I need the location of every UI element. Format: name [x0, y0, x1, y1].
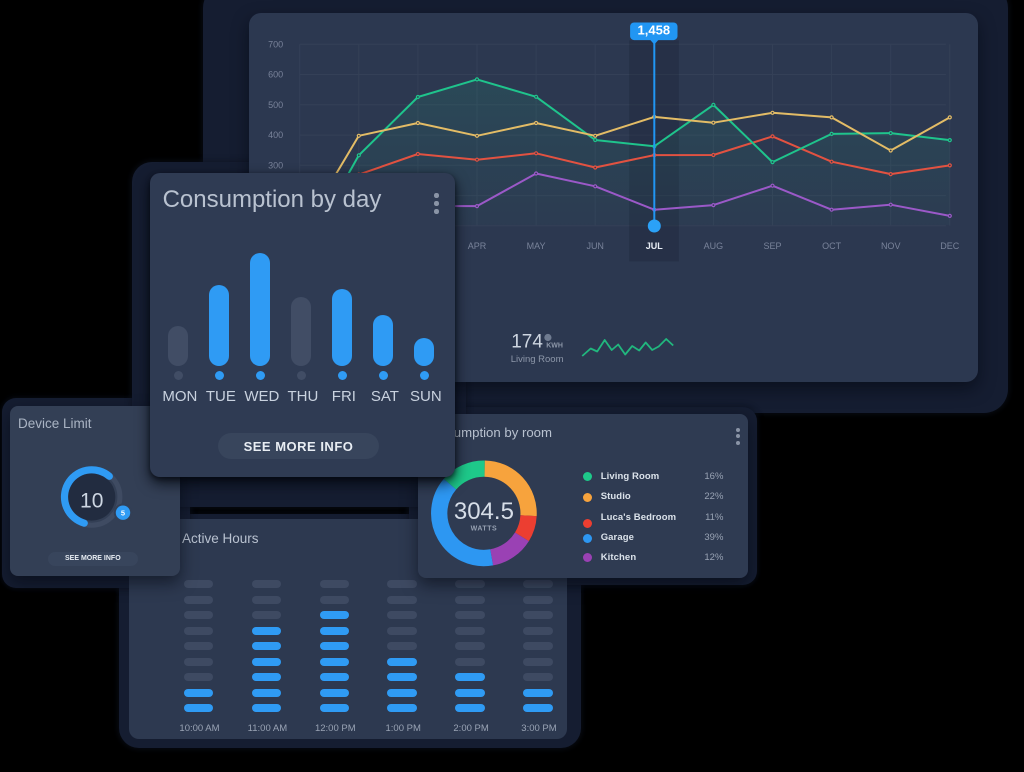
svg-text:OCT: OCT: [822, 241, 842, 251]
svg-text:5: 5: [121, 509, 125, 518]
svg-text:WATTS: WATTS: [470, 525, 496, 532]
svg-text:KWH: KWH: [546, 343, 563, 350]
svg-text:MAY: MAY: [526, 241, 545, 251]
svg-text:Living Room: Living Room: [510, 354, 563, 365]
svg-text:DEC: DEC: [940, 241, 960, 251]
svg-text:500: 500: [268, 100, 283, 110]
svg-text:304.5: 304.5: [453, 498, 513, 525]
svg-text:174: 174: [511, 332, 543, 353]
svg-text:600: 600: [268, 70, 283, 80]
svg-text:700: 700: [268, 39, 283, 49]
svg-text:1,458: 1,458: [637, 22, 670, 37]
svg-text:JUN: JUN: [586, 241, 604, 251]
svg-text:300: 300: [268, 160, 283, 170]
svg-text:AUG: AUG: [703, 241, 723, 251]
svg-text:JUL: JUL: [646, 241, 664, 251]
svg-text:10: 10: [80, 490, 103, 513]
svg-text:NOV: NOV: [881, 241, 901, 251]
svg-text:SEP: SEP: [763, 241, 781, 251]
svg-text:400: 400: [268, 130, 283, 140]
svg-text:APR: APR: [468, 241, 487, 251]
